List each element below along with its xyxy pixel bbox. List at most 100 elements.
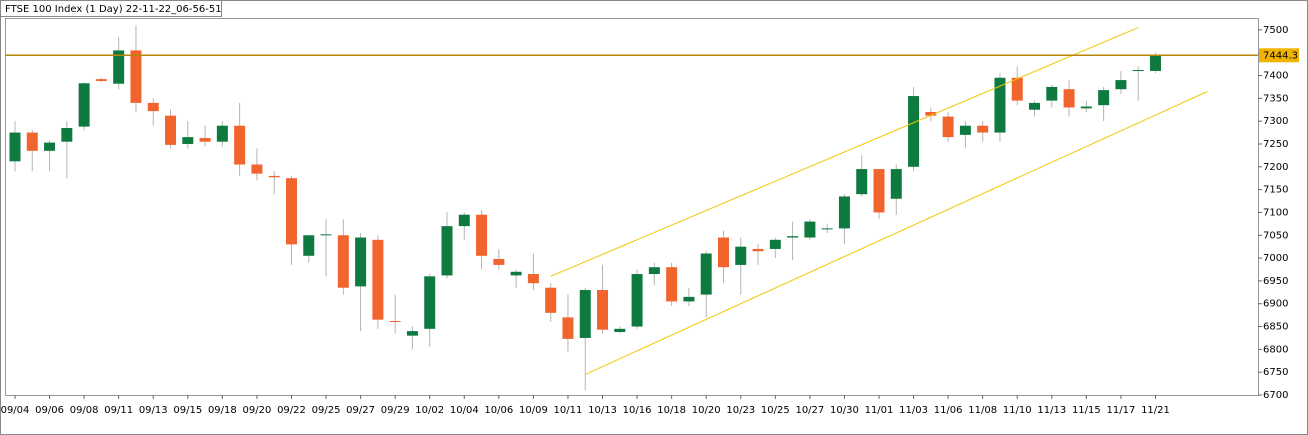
candle-body bbox=[130, 50, 142, 103]
candle-body bbox=[389, 321, 401, 323]
candle-body bbox=[769, 239, 781, 249]
candle-body bbox=[441, 226, 453, 276]
candle-body bbox=[1115, 80, 1127, 90]
candle-body bbox=[977, 125, 989, 133]
candle-body bbox=[908, 96, 920, 167]
candle-body bbox=[510, 271, 522, 276]
y-tick-label: 7350 bbox=[1263, 93, 1288, 104]
candle-body bbox=[234, 125, 246, 165]
y-tick-label: 6750 bbox=[1263, 367, 1288, 378]
candle-body bbox=[700, 253, 712, 295]
x-tick-label: 10/23 bbox=[726, 405, 755, 416]
candle-body bbox=[1063, 89, 1075, 108]
title-box bbox=[0, 0, 222, 17]
candle-body bbox=[873, 169, 885, 213]
candle-body bbox=[95, 79, 107, 81]
candle-body bbox=[147, 102, 159, 112]
y-tick-label: 6950 bbox=[1263, 276, 1288, 287]
candle-body bbox=[614, 328, 626, 333]
candle-body bbox=[216, 125, 228, 142]
x-tick-label: 10/18 bbox=[657, 405, 686, 416]
candle-body bbox=[666, 267, 678, 302]
candle-body bbox=[752, 248, 764, 252]
candle-body bbox=[61, 127, 73, 142]
candle-body bbox=[959, 125, 971, 135]
plot-frame bbox=[5, 18, 1259, 396]
x-tick-label: 11/13 bbox=[1037, 405, 1066, 416]
candle-body bbox=[579, 290, 591, 338]
candle-body bbox=[406, 331, 418, 336]
candle-body bbox=[631, 274, 643, 327]
candle-body bbox=[838, 196, 850, 229]
candle-body bbox=[424, 276, 436, 329]
candle-body bbox=[1046, 86, 1058, 101]
candle-body bbox=[458, 214, 470, 227]
trendline bbox=[585, 91, 1208, 375]
y-tick-label: 7500 bbox=[1263, 25, 1288, 36]
x-tick-label: 10/16 bbox=[623, 405, 652, 416]
x-tick-label: 11/21 bbox=[1141, 405, 1170, 416]
last-price-tag bbox=[1259, 48, 1299, 63]
y-tick-label: 6700 bbox=[1263, 390, 1288, 401]
candle-body bbox=[372, 239, 384, 320]
candle-body bbox=[1011, 77, 1023, 101]
x-tick-label: 11/15 bbox=[1072, 405, 1101, 416]
candle-body bbox=[285, 178, 297, 245]
x-tick-label: 11/03 bbox=[899, 405, 928, 416]
candle-body bbox=[26, 132, 38, 151]
candle-body bbox=[355, 237, 367, 287]
y-tick-label: 6900 bbox=[1263, 299, 1288, 310]
candle-body bbox=[1080, 106, 1092, 109]
candle-body bbox=[44, 142, 56, 151]
x-tick-label: 10/20 bbox=[692, 405, 721, 416]
candle-body bbox=[9, 132, 21, 162]
candle-body bbox=[942, 116, 954, 138]
trendline bbox=[550, 27, 1139, 277]
x-tick-label: 09/22 bbox=[277, 405, 306, 416]
candle-body bbox=[78, 83, 90, 127]
chart-title: FTSE 100 Index (1 Day) 22-11-22_06-56-51 bbox=[5, 4, 222, 15]
candle-body bbox=[1132, 70, 1144, 72]
candle-body bbox=[562, 317, 574, 339]
last-price-label: 7444.3 bbox=[1263, 50, 1298, 61]
candle-body bbox=[476, 214, 488, 256]
candle-body bbox=[648, 267, 660, 275]
candle-body bbox=[717, 237, 729, 268]
candle-body bbox=[804, 221, 816, 238]
candle-body bbox=[337, 235, 349, 288]
x-tick-label: 10/25 bbox=[761, 405, 790, 416]
candle-body bbox=[1098, 90, 1110, 106]
y-tick-label: 7400 bbox=[1263, 71, 1288, 82]
x-tick-label: 09/15 bbox=[173, 405, 202, 416]
candle-body bbox=[251, 164, 263, 174]
candle-body bbox=[787, 236, 799, 238]
y-tick-label: 7100 bbox=[1263, 207, 1288, 218]
candle-body bbox=[597, 290, 609, 330]
candle-body bbox=[303, 235, 315, 256]
candle-body bbox=[199, 138, 211, 142]
x-tick-label: 09/06 bbox=[35, 405, 64, 416]
x-tick-label: 09/20 bbox=[243, 405, 272, 416]
x-tick-label: 11/10 bbox=[1003, 405, 1032, 416]
x-tick-label: 10/11 bbox=[554, 405, 583, 416]
x-tick-label: 09/04 bbox=[1, 405, 30, 416]
candle-body bbox=[493, 258, 505, 265]
y-tick-label: 7250 bbox=[1263, 139, 1288, 150]
candle-body bbox=[856, 169, 868, 195]
x-tick-label: 11/01 bbox=[865, 405, 894, 416]
y-tick-label: 7150 bbox=[1263, 185, 1288, 196]
candle-body bbox=[735, 246, 747, 265]
y-tick-label: 6850 bbox=[1263, 322, 1288, 333]
candle-body bbox=[320, 234, 332, 236]
candle-body bbox=[182, 137, 194, 144]
candle-body bbox=[925, 112, 937, 116]
x-tick-label: 11/06 bbox=[934, 405, 963, 416]
x-tick-label: 10/27 bbox=[795, 405, 824, 416]
x-tick-label: 10/13 bbox=[588, 405, 617, 416]
x-tick-label: 10/09 bbox=[519, 405, 548, 416]
candle-body bbox=[994, 77, 1006, 133]
candle-body bbox=[527, 274, 539, 284]
candle-body bbox=[890, 169, 902, 199]
